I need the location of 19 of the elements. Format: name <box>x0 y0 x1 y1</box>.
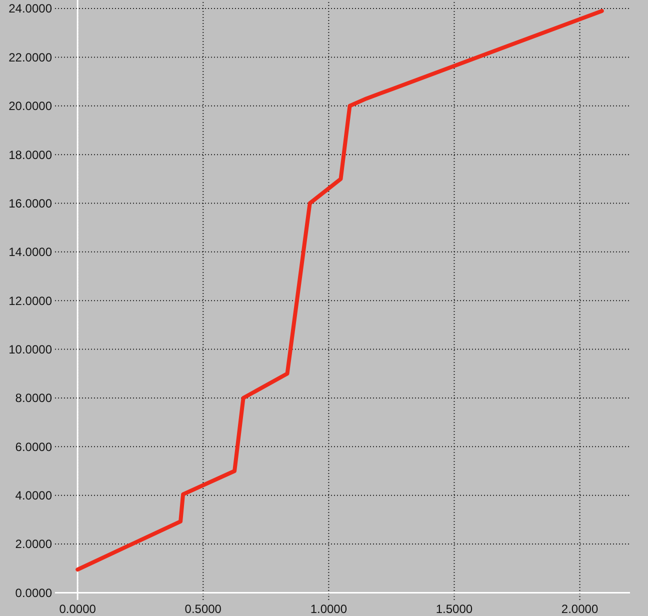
y-tick-label: 12.0000 <box>8 294 52 308</box>
y-tick-label: 24.0000 <box>8 2 52 16</box>
y-tick-label: 18.0000 <box>8 148 52 162</box>
x-tick-label: 0.0000 <box>59 602 96 616</box>
y-tick-label: 6.0000 <box>15 440 52 454</box>
y-tick-label: 16.0000 <box>8 196 52 210</box>
x-tick-label: 0.5000 <box>184 602 222 616</box>
y-tick-label: 20.0000 <box>8 99 52 114</box>
y-tick-label: 14.0000 <box>8 245 52 260</box>
x-tick-label: 1.0000 <box>310 602 348 616</box>
y-tick-label: 8.0000 <box>15 391 52 406</box>
y-tick-label: 4.0000 <box>15 488 52 503</box>
x-tick-label: 1.5000 <box>436 602 473 616</box>
line-series <box>76 8 604 572</box>
y-tick-label: 0.0000 <box>15 586 52 600</box>
y-tick-label: 10.0000 <box>8 342 52 356</box>
y-tick-label: 22.0000 <box>8 50 52 64</box>
y-tick-label: 2.0000 <box>15 537 52 552</box>
x-tick-label: 2.0000 <box>561 602 598 616</box>
